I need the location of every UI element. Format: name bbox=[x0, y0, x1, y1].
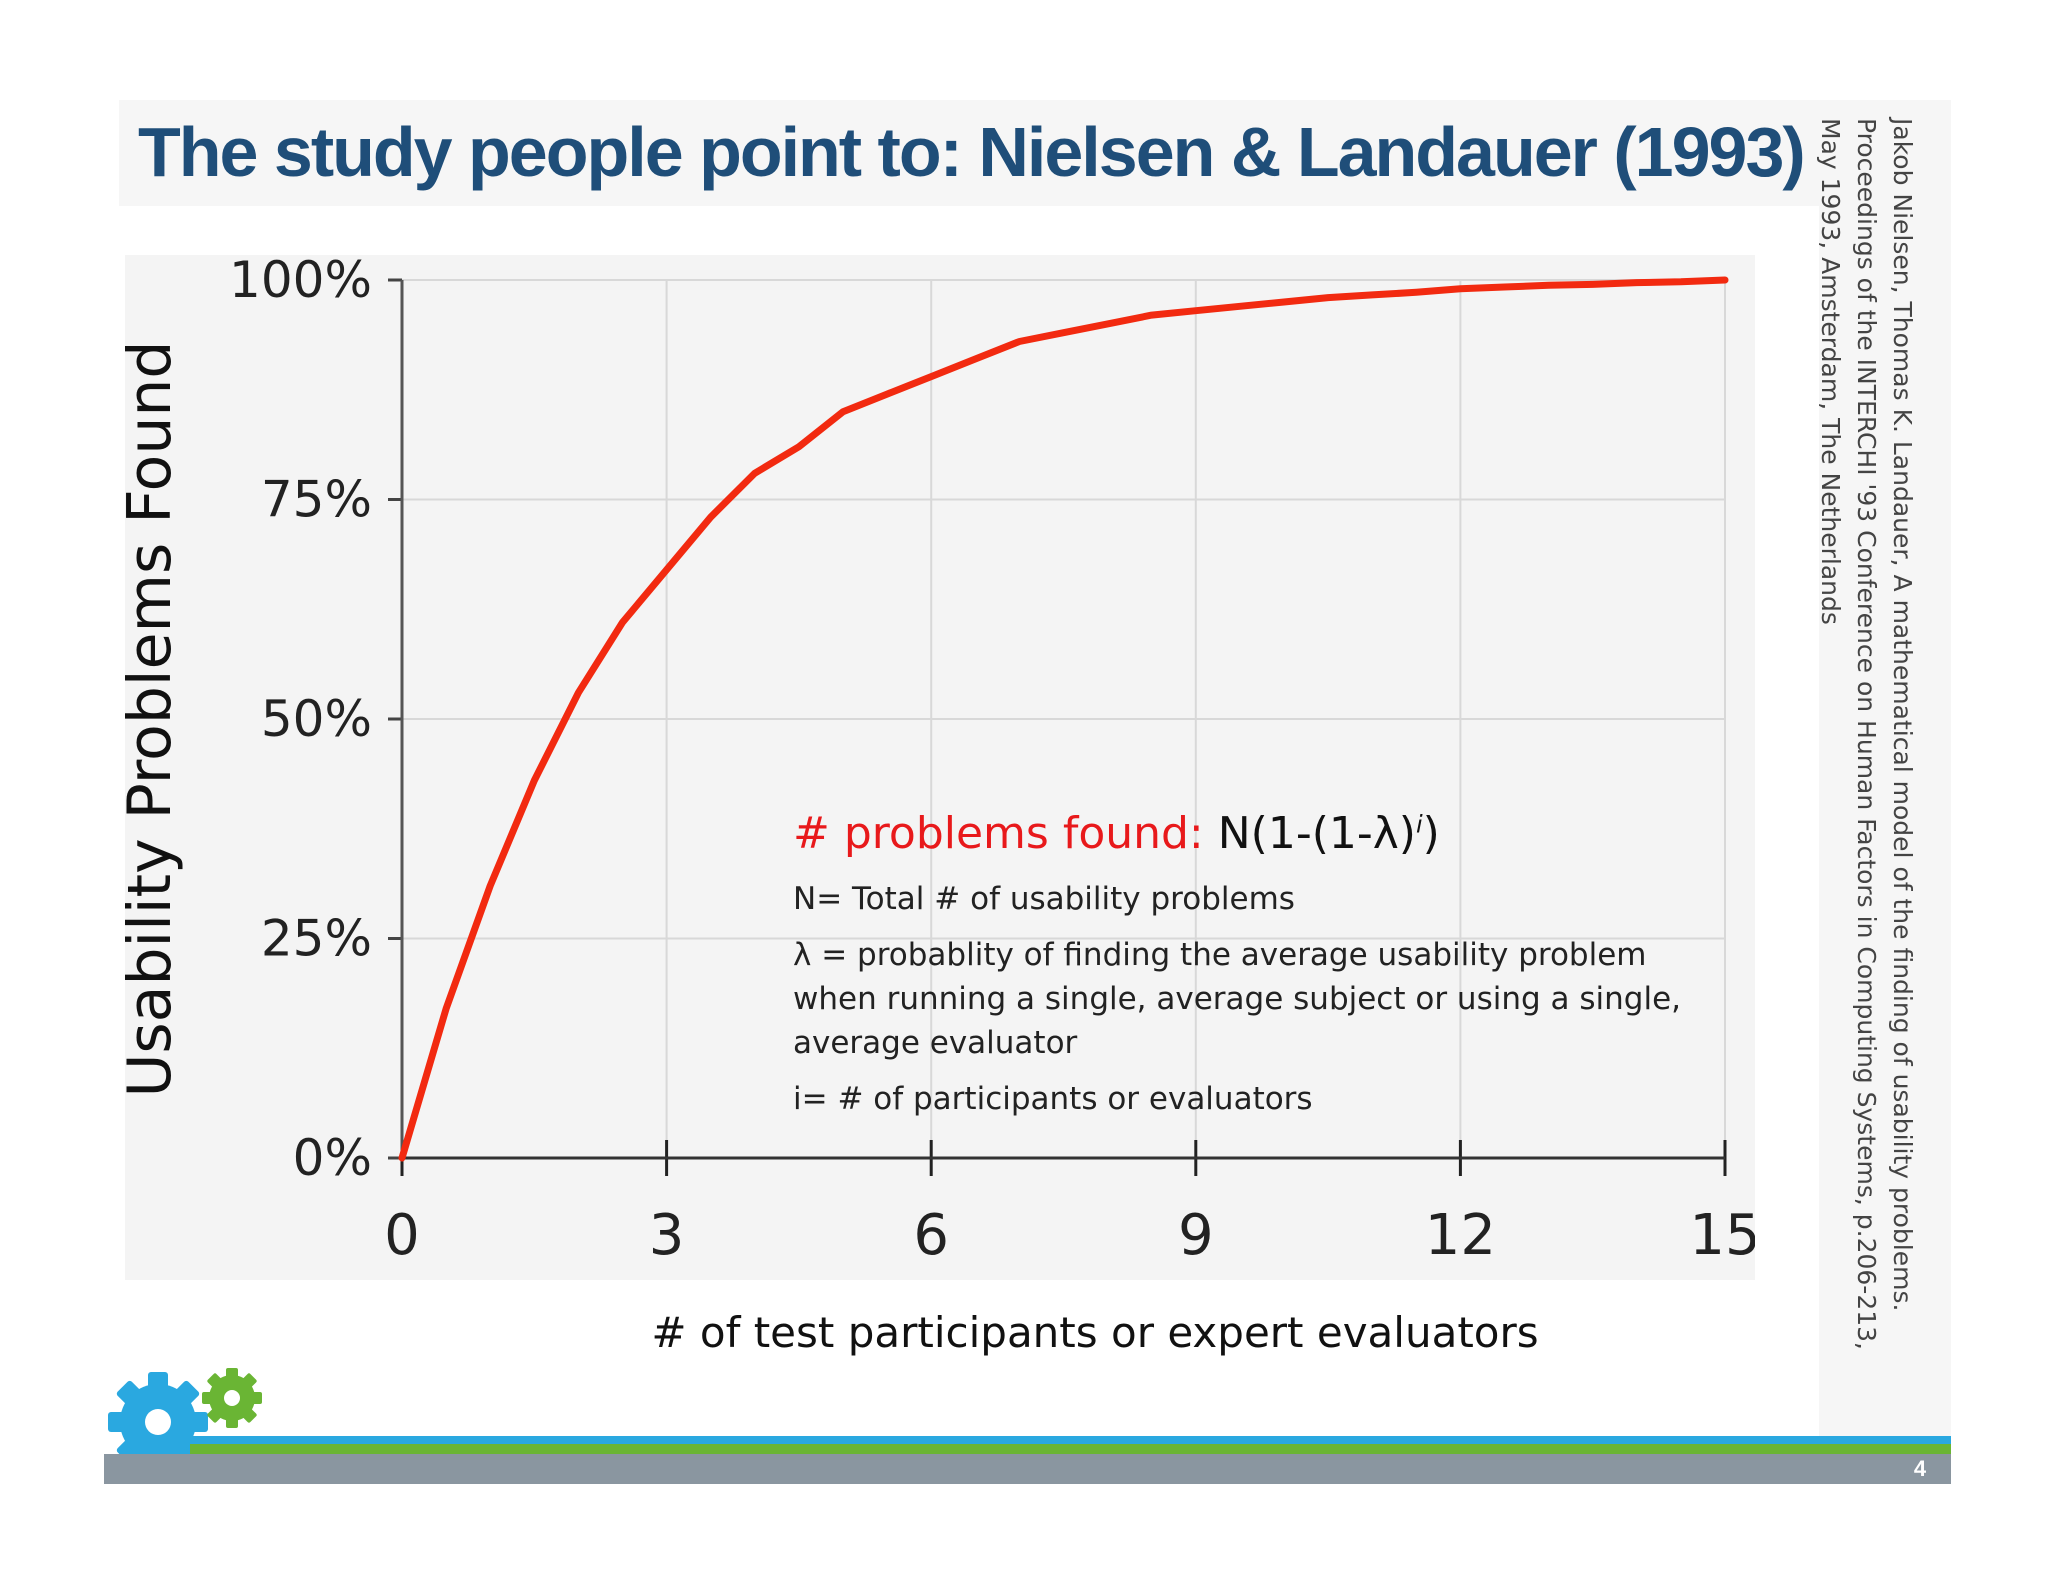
y-tick-label: 75% bbox=[261, 471, 372, 529]
footer-bar-gray bbox=[104, 1454, 1951, 1484]
y-tick-label: 25% bbox=[261, 910, 372, 968]
formula-expression-base: N(1-(1-λ) bbox=[1217, 808, 1416, 859]
formula-label: # problems found: bbox=[793, 808, 1204, 859]
chart-area: 0% 25% 50% 75% 100% 0 3 6 9 12 15 Usability Problem… bbox=[125, 255, 1755, 1280]
slide-title: The study people point to: Nielsen & Lan… bbox=[138, 113, 1806, 191]
x-tick-label: 9 bbox=[1178, 1203, 1214, 1268]
x-tick-label: 12 bbox=[1425, 1203, 1496, 1268]
formula-expression: N(1-(1-λ)i) bbox=[1218, 808, 1440, 859]
definition-lambda: λ = probablity of finding the average us… bbox=[793, 937, 1681, 1061]
citation-line-2: Proceedings of the INTERCHI '93 Conferen… bbox=[1852, 118, 1881, 1350]
x-tick-label: 6 bbox=[913, 1203, 949, 1268]
citation-line-1: Jakob Nielsen, Thomas K. Landauer, A mat… bbox=[1888, 118, 1917, 1312]
x-tick-label: 3 bbox=[649, 1203, 685, 1268]
gears-logo bbox=[108, 1368, 262, 1472]
y-tick-label: 50% bbox=[261, 690, 372, 748]
y-axis-label: Usability Problems Found bbox=[125, 340, 185, 1097]
citation: Jakob Nielsen, Thomas K. Landauer, A mat… bbox=[1812, 118, 1920, 1350]
series-line bbox=[398, 276, 1729, 1162]
x-tick-label: 15 bbox=[1689, 1203, 1755, 1268]
page-number: 4 bbox=[1913, 1456, 1927, 1481]
footer-bar-blue bbox=[190, 1436, 1951, 1444]
line-chart: 0% 25% 50% 75% 100% 0 3 6 9 12 15 Usability Problem… bbox=[125, 255, 1755, 1268]
formula-closing: ) bbox=[1422, 808, 1440, 859]
definition-i: i= # of participants or evaluators bbox=[793, 1081, 1313, 1117]
formula-box: # problems found: N(1-(1-λ)i) N= Total #… bbox=[793, 808, 1713, 1133]
y-tick-label: 0% bbox=[293, 1129, 372, 1187]
y-tick-label: 100% bbox=[229, 255, 372, 309]
definition-n: N= Total # of usability problems bbox=[793, 881, 1295, 917]
formula-heading: # problems found: N(1-(1-λ)i) bbox=[793, 808, 1713, 859]
blue-gear-icon bbox=[108, 1372, 208, 1472]
x-axis-label: # of test participants or expert evaluat… bbox=[651, 1308, 1539, 1357]
citation-line-3: May 1993, Amsterdam, The Netherlands bbox=[1816, 118, 1845, 625]
footer-bar-green bbox=[190, 1444, 1951, 1454]
green-gear-icon bbox=[202, 1368, 262, 1428]
formula-exponent: i bbox=[1415, 810, 1423, 839]
x-tick-label: 0 bbox=[384, 1203, 420, 1268]
